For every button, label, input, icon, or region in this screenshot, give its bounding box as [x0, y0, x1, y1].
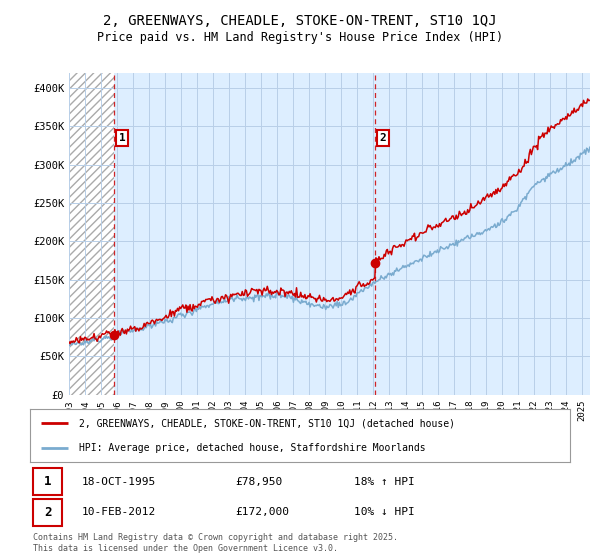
- Text: Contains HM Land Registry data © Crown copyright and database right 2025.
This d: Contains HM Land Registry data © Crown c…: [33, 533, 398, 553]
- Text: 1: 1: [44, 475, 52, 488]
- Text: 2, GREENWAYS, CHEADLE, STOKE-ON-TRENT, ST10 1QJ (detached house): 2, GREENWAYS, CHEADLE, STOKE-ON-TRENT, S…: [79, 418, 455, 428]
- Text: 2, GREENWAYS, CHEADLE, STOKE-ON-TRENT, ST10 1QJ: 2, GREENWAYS, CHEADLE, STOKE-ON-TRENT, S…: [103, 14, 497, 28]
- Text: 2: 2: [44, 506, 52, 519]
- Bar: [69, 73, 114, 395]
- Text: 18-OCT-1995: 18-OCT-1995: [82, 477, 155, 487]
- Text: 18% ↑ HPI: 18% ↑ HPI: [354, 477, 415, 487]
- Text: 1: 1: [119, 133, 125, 143]
- Text: 2: 2: [380, 133, 386, 143]
- Text: £172,000: £172,000: [235, 507, 289, 517]
- Text: HPI: Average price, detached house, Staffordshire Moorlands: HPI: Average price, detached house, Staf…: [79, 442, 425, 452]
- FancyBboxPatch shape: [33, 468, 62, 495]
- Text: 10-FEB-2012: 10-FEB-2012: [82, 507, 155, 517]
- Text: £78,950: £78,950: [235, 477, 283, 487]
- FancyBboxPatch shape: [33, 499, 62, 526]
- Text: 10% ↓ HPI: 10% ↓ HPI: [354, 507, 415, 517]
- Text: Price paid vs. HM Land Registry's House Price Index (HPI): Price paid vs. HM Land Registry's House …: [97, 31, 503, 44]
